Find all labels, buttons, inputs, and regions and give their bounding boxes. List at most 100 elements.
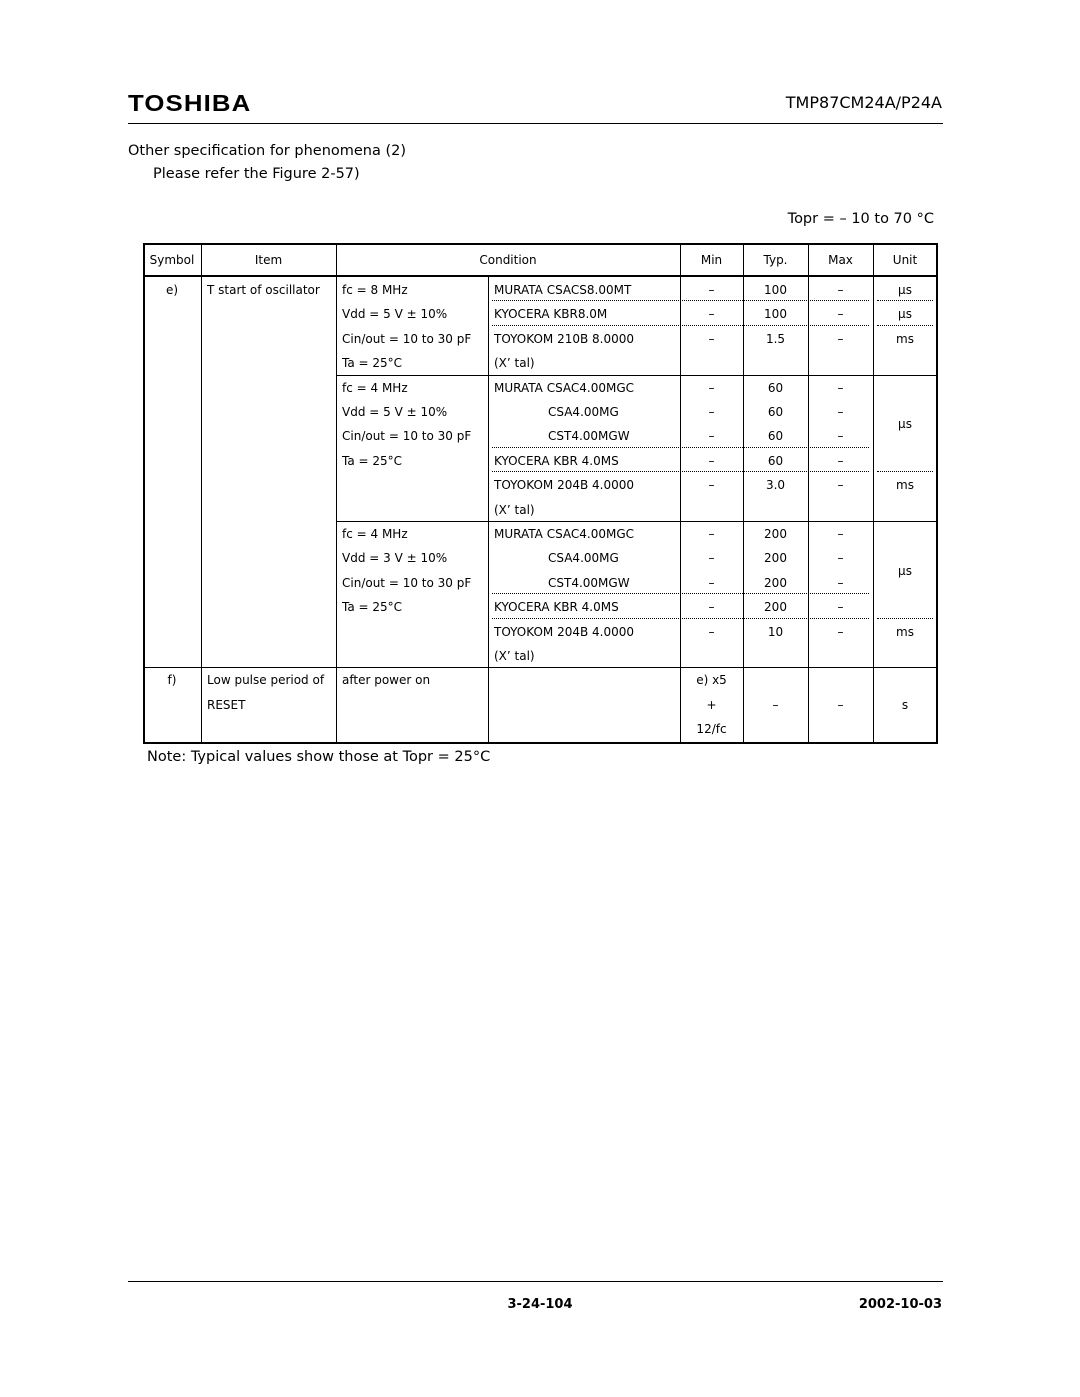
typ-cell: 100 [764,283,787,297]
condition-cell: Vdd = 5 V ± 10% [342,307,448,322]
part-number-cell: CST4.00MGW [548,575,630,590]
min-cell: e) x5 [696,673,727,688]
dotted-divider [877,617,933,619]
toshiba-logo: TOSHIBA [128,90,252,116]
header-unit: Unit [892,253,918,267]
row-divider [143,667,937,668]
condition-cell: Vdd = 3 V ± 10% [342,551,448,566]
min-cell: – [708,478,715,493]
part-number-cell: KYOCERA KBR 4.0MS [494,600,619,615]
min-cell: – [708,405,715,419]
max-cell: – [837,429,844,444]
typ-cell: 100 [764,307,787,322]
max-cell: – [837,600,844,615]
condition-cell: Vdd = 5 V ± 10% [342,405,448,419]
max-cell: – [837,527,844,541]
item-cell: Low pulse period of [207,673,325,688]
unit-cell: µs [898,417,912,432]
figure-reference: Please refer the Figure 2-57) [153,166,360,182]
min-cell: – [708,429,715,444]
group-divider [336,375,937,376]
typ-cell: 60 [767,453,784,468]
unit-cell: s [901,697,909,712]
max-cell: – [837,380,844,395]
typ-cell: 10 [767,624,784,639]
header-bottom-border [143,275,937,277]
max-cell: – [837,405,844,419]
typ-cell: 1.5 [765,331,786,346]
condition-cell: fc = 8 MHz [342,283,408,297]
max-cell: – [837,283,844,297]
document-date: 2002-10-03 [858,1297,942,1312]
header-symbol: Symbol [149,253,195,267]
header-divider [128,123,943,124]
unit-cell: µs [898,307,912,322]
min-cell: – [708,575,715,590]
typ-cell: 200 [764,600,787,615]
symbol-cell: e) [165,283,179,297]
part-number-cell: MURATA CSACS8.00MT [494,283,632,297]
part-number-cell: MURATA CSAC4.00MGC [494,527,635,541]
min-cell: – [708,453,715,468]
table-note: Note: Typical values show those at Topr … [147,749,491,765]
part-number-cell: CST4.00MGW [548,429,630,444]
min-cell: – [708,551,715,566]
min-cell: + [706,697,717,712]
header-item: Item [254,253,283,267]
condition-cell: Cin/out = 10 to 30 pF [342,331,472,346]
condition-cell: Ta = 25°C [342,453,403,468]
part-number-cell: KYOCERA KBR 4.0MS [494,453,619,468]
table-left-border [143,243,145,742]
crystal-note: (X’ tal) [494,649,535,663]
min-cell: – [708,331,715,346]
symbol-cell: f) [167,673,177,688]
unit-cell: µs [898,563,912,578]
column-divider [680,243,681,742]
header-typ: Typ. [763,253,788,267]
min-cell: – [708,600,715,615]
typ-cell: 200 [764,575,787,590]
part-number-cell: KYOCERA KBR8.0M [494,307,608,322]
min-cell: – [708,307,715,322]
max-cell: – [837,307,844,322]
column-divider [201,243,202,742]
max-cell: – [837,551,844,566]
typ-cell: 200 [764,551,787,566]
part-number-cell: TOYOKOM 210B 8.0000 [494,331,635,346]
min-cell: – [708,527,715,541]
unit-cell: ms [896,624,914,639]
condition-cell: Cin/out = 10 to 30 pF [342,575,472,590]
part-number-cell: TOYOKOM 204B 4.0000 [494,478,635,493]
column-divider [873,243,874,742]
part-number-cell: MURATA CSAC4.00MGC [494,380,635,395]
group-divider [336,521,937,522]
max-cell: – [837,478,844,493]
dotted-divider [877,324,933,326]
typ-cell: – [772,697,779,712]
column-divider [743,243,744,742]
unit-cell: µs [898,283,912,297]
dotted-divider [877,300,933,302]
max-cell: – [837,575,844,590]
header-condition: Condition [479,253,537,267]
condition-cell: Ta = 25°C [342,600,403,615]
max-cell: – [837,331,844,346]
condition-cell: Ta = 25°C [342,356,403,371]
part-number-cell: TOYOKOM 204B 4.0000 [494,624,635,639]
part-number-cell: CSA4.00MG [548,405,619,419]
typ-cell: 60 [767,405,784,419]
table-bottom-border [143,742,938,744]
column-divider [808,243,809,742]
condition-cell: fc = 4 MHz [342,527,408,541]
condition-cell: Cin/out = 10 to 30 pF [342,429,472,444]
min-cell: – [708,283,715,297]
table-right-border [936,243,938,744]
min-cell: 12/fc [696,722,727,737]
max-cell: – [837,453,844,468]
min-cell: – [708,624,715,639]
page-number: 3-24-104 [507,1297,573,1312]
part-number-cell: CSA4.00MG [548,551,619,566]
max-cell: – [837,624,844,639]
min-cell: – [708,380,715,395]
